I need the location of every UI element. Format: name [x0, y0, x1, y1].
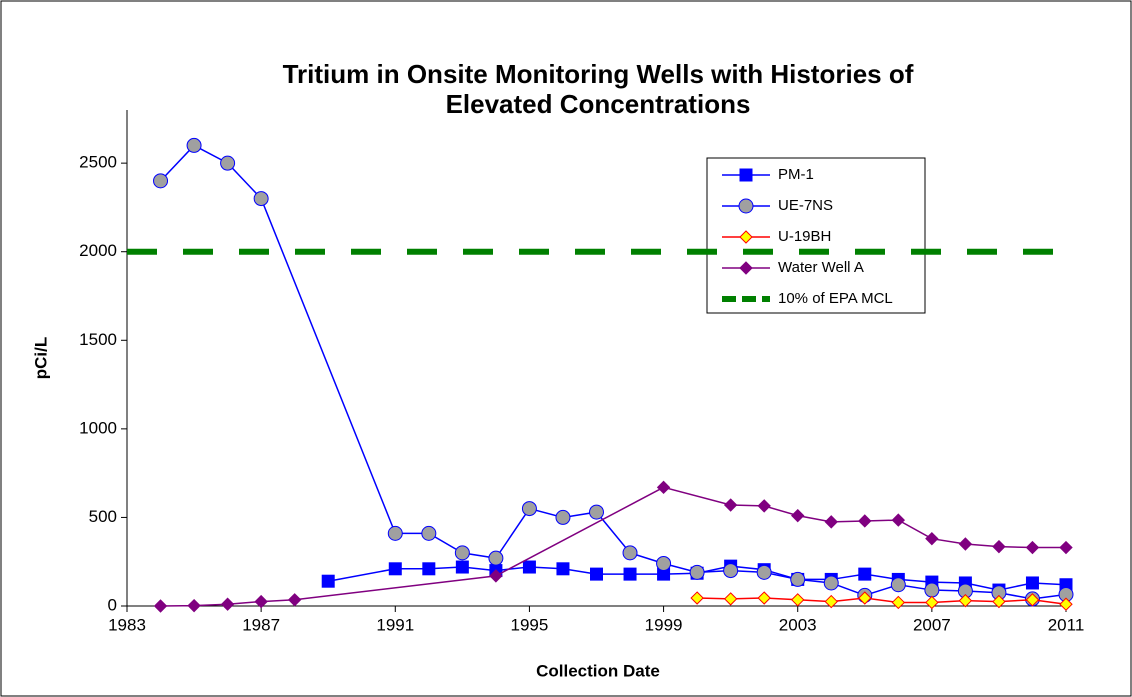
marker — [455, 560, 469, 574]
marker — [824, 594, 838, 609]
marker — [623, 567, 637, 581]
marker — [656, 480, 671, 495]
y-tick-label: 500 — [89, 507, 117, 526]
marker — [556, 562, 570, 576]
x-tick-label: 1991 — [376, 615, 414, 634]
series-line — [328, 565, 1067, 591]
marker — [891, 595, 906, 610]
chart-title: Elevated Concentrations — [446, 89, 751, 119]
marker — [858, 567, 872, 581]
x-tick-label: 2007 — [913, 615, 951, 634]
marker — [388, 562, 402, 576]
marker — [925, 595, 939, 610]
marker — [925, 531, 939, 546]
marker — [891, 513, 906, 527]
x-tick-label: 1983 — [108, 615, 146, 634]
marker — [153, 599, 168, 613]
marker — [220, 155, 236, 171]
marker — [824, 515, 838, 529]
y-tick-label: 1500 — [79, 330, 117, 349]
marker — [622, 545, 638, 561]
chart-title: Tritium in Onsite Monitoring Wells with … — [283, 59, 914, 89]
marker — [689, 564, 705, 580]
marker — [187, 598, 201, 613]
marker — [521, 501, 537, 517]
marker — [992, 539, 1006, 554]
marker — [590, 567, 603, 581]
marker — [220, 597, 235, 611]
marker — [1025, 540, 1040, 555]
y-tick-label: 2000 — [79, 241, 117, 260]
marker — [738, 198, 754, 214]
marker — [589, 504, 604, 520]
y-axis-label: pCi/L — [31, 337, 50, 380]
x-tick-label: 1999 — [645, 615, 683, 634]
marker — [757, 591, 771, 605]
marker — [153, 173, 169, 189]
marker — [287, 593, 302, 607]
marker — [690, 591, 704, 605]
marker — [858, 591, 872, 605]
marker — [739, 261, 753, 275]
marker — [421, 525, 437, 541]
marker — [791, 593, 805, 607]
marker — [656, 555, 672, 571]
marker — [321, 574, 335, 588]
marker — [1025, 593, 1040, 607]
marker — [958, 537, 973, 551]
y-tick-label: 2500 — [79, 153, 117, 172]
x-tick-label: 2011 — [1048, 615, 1085, 634]
marker — [489, 569, 503, 583]
marker — [723, 498, 738, 512]
marker — [422, 562, 436, 576]
x-axis-label: Collection Date — [536, 661, 660, 680]
marker — [739, 168, 753, 182]
marker — [254, 594, 268, 609]
marker — [992, 594, 1006, 609]
marker — [555, 509, 571, 525]
marker — [1025, 576, 1039, 590]
marker — [723, 592, 738, 606]
legend-label: UE-7NS — [778, 197, 833, 214]
marker — [823, 575, 839, 591]
marker — [186, 137, 202, 153]
marker — [488, 550, 504, 566]
legend-label: Water Well A — [778, 259, 864, 276]
marker — [723, 563, 739, 579]
x-tick-label: 1995 — [511, 615, 549, 634]
y-tick-label: 0 — [108, 595, 117, 614]
marker — [858, 514, 872, 528]
y-tick-label: 1000 — [79, 418, 117, 437]
marker — [387, 525, 403, 541]
marker — [924, 582, 940, 598]
x-tick-label: 1987 — [242, 615, 280, 634]
legend-label: U-19BH — [778, 228, 831, 245]
marker — [958, 593, 973, 608]
marker — [791, 508, 805, 523]
marker — [454, 545, 470, 561]
legend-label: 10% of EPA MCL — [778, 290, 893, 307]
marker — [253, 191, 269, 207]
marker — [1059, 540, 1073, 555]
marker — [522, 560, 536, 574]
marker — [739, 230, 753, 244]
x-tick-label: 2003 — [779, 615, 817, 634]
marker — [790, 571, 806, 587]
legend-label: PM-1 — [778, 166, 814, 183]
marker — [890, 577, 906, 593]
marker — [756, 564, 772, 580]
marker — [757, 499, 771, 513]
marker — [1059, 597, 1073, 611]
